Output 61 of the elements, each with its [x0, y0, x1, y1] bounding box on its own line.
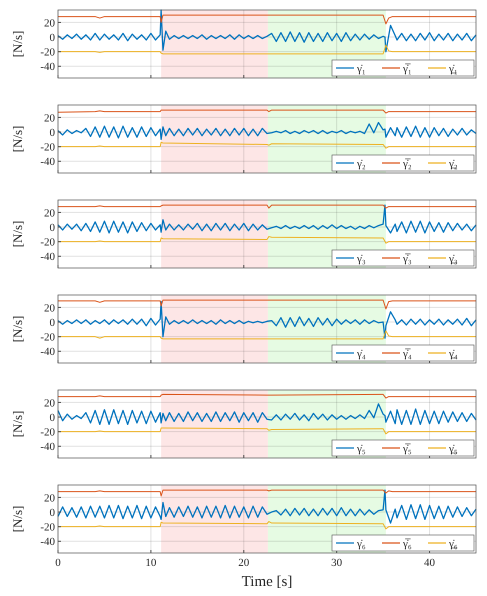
y-axis-title: [N/s] — [10, 220, 25, 248]
legend-label: γ̇̅₄ — [402, 348, 412, 360]
y-tick-label: -40 — [40, 61, 56, 74]
line-series — [58, 300, 476, 310]
legend-label: γ̇̅₃ — [402, 252, 412, 265]
y-axis-title: [N/s] — [10, 410, 25, 438]
legend-label: γ̲̇₂ — [448, 158, 458, 170]
y-tick-label: -40 — [40, 441, 56, 454]
line-series — [57, 489, 477, 524]
legend-label: γ̲̇₃ — [448, 252, 458, 265]
legend-label: γ̇̅₁ — [402, 62, 412, 75]
x-axis-title: Time [s] — [242, 574, 292, 590]
legend-label: γ̇₆ — [356, 538, 366, 550]
line-series — [58, 14, 476, 24]
legend-label: γ̇₄ — [356, 348, 366, 360]
line-series — [57, 204, 477, 234]
legend-label: γ̇̅₂ — [402, 158, 412, 170]
y-tick-label: -20 — [40, 522, 56, 534]
y-tick-label: 20 — [44, 492, 56, 504]
legend-label: γ̇₂ — [356, 158, 366, 170]
y-tick-label: 0 — [50, 32, 56, 44]
y-tick-label: -20 — [40, 142, 56, 154]
y-axis-title: [N/s] — [10, 126, 25, 152]
legend-label: γ̇₅ — [356, 442, 366, 455]
y-tick-label: -40 — [40, 251, 56, 264]
x-tick-label: 20 — [238, 557, 250, 569]
y-tick-label: -20 — [40, 332, 56, 344]
y-tick-label: -20 — [40, 236, 56, 249]
legend-label: γ̇̅₆ — [402, 538, 412, 550]
y-tick-label: 0 — [50, 222, 56, 234]
legend-label: γ̲̇₄ — [448, 348, 458, 360]
y-axis-title: [N/s] — [10, 316, 25, 342]
legend-label: γ̲̇₆ — [448, 538, 458, 550]
y-tick-label: 20 — [44, 397, 56, 410]
x-tick-label: 40 — [424, 557, 436, 569]
x-tick-label: 10 — [145, 557, 157, 569]
y-tick-label: -20 — [40, 46, 56, 59]
y-tick-label: 0 — [50, 316, 56, 329]
y-tick-label: -40 — [40, 536, 56, 548]
line-series — [57, 403, 477, 426]
legend-label: γ̇̅₅ — [402, 442, 412, 455]
y-axis-title: [N/s] — [10, 30, 25, 58]
y-axis-title: [N/s] — [10, 506, 25, 532]
y-tick-label: 20 — [44, 112, 56, 124]
y-tick-label: 0 — [50, 506, 56, 519]
y-tick-label: 20 — [44, 17, 56, 30]
x-tick-label: 30 — [331, 557, 343, 569]
legend-label: γ̲̇₁ — [448, 62, 458, 75]
legend-label: γ̲̇₅ — [448, 442, 458, 455]
y-tick-label: -20 — [40, 426, 56, 439]
y-tick-label: 20 — [44, 302, 56, 314]
legend-label: γ̇₃ — [356, 252, 366, 265]
y-tick-label: 20 — [44, 207, 56, 220]
line-series — [57, 122, 477, 140]
y-tick-label: -40 — [40, 156, 56, 168]
line-series — [57, 9, 477, 52]
y-tick-label: 0 — [50, 412, 56, 424]
y-tick-label: -40 — [40, 346, 56, 358]
y-tick-label: 0 — [50, 126, 56, 139]
line-series — [57, 300, 477, 339]
legend-label: γ̇₁ — [356, 62, 366, 75]
